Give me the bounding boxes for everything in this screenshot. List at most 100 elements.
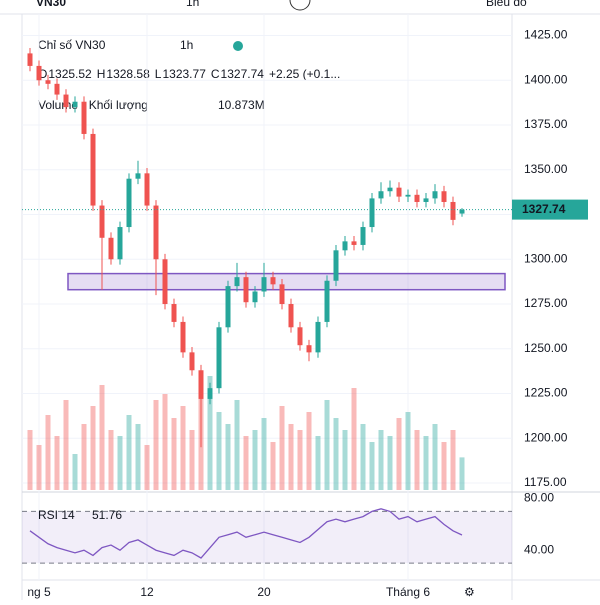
rsi-name: RSI 14	[38, 508, 75, 522]
candle-body	[189, 352, 195, 371]
volume-bar	[153, 400, 159, 490]
volume-bar	[36, 445, 42, 490]
volume-bar	[423, 436, 429, 490]
volume-bar	[90, 406, 96, 490]
x-tick-label: ng 5	[27, 585, 51, 599]
legend-interval: 1h	[180, 38, 193, 52]
candle-body	[369, 198, 375, 228]
candle-body	[378, 191, 384, 199]
rsi-value: 51.76	[92, 508, 122, 522]
volume-bar	[45, 415, 51, 490]
candle-body	[288, 304, 294, 328]
toolbar-chart-menu[interactable]: Biểu đồ	[486, 0, 527, 9]
candle-body	[405, 194, 411, 197]
candle-body	[414, 194, 420, 202]
volume-bar	[81, 424, 87, 490]
volume-bar	[396, 418, 402, 490]
volume-bar	[450, 430, 456, 490]
x-tick-label: 12	[140, 585, 154, 599]
status-dot	[233, 41, 243, 51]
y-tick-label: 1225.00	[524, 386, 568, 400]
candle-body	[81, 101, 87, 134]
volume-bar	[180, 406, 186, 490]
y-tick-label: 1375.00	[524, 117, 568, 131]
candle-body	[306, 345, 312, 353]
volume-bar	[351, 388, 357, 490]
candle-body	[234, 277, 240, 287]
candle-body	[324, 280, 330, 322]
volume-bar	[144, 445, 150, 490]
candle-body	[63, 94, 69, 108]
last-price-label: 1327.74	[522, 202, 566, 216]
volume-bar	[378, 430, 384, 490]
volume-bar	[279, 406, 285, 490]
candle-body	[432, 191, 438, 199]
ohlc-key: L	[155, 67, 162, 81]
volume-bar	[297, 430, 303, 490]
candle-body	[423, 198, 429, 202]
candle-body	[252, 291, 258, 303]
y-tick-label: 1425.00	[524, 28, 568, 42]
volume-bar	[414, 430, 420, 490]
y-tick-label: 1175.00	[524, 475, 567, 489]
settings-icon[interactable]: ⚙	[464, 585, 475, 599]
x-tick-label: Tháng 6	[386, 585, 430, 599]
candle-body	[270, 277, 276, 285]
volume-bar	[360, 424, 366, 490]
volume-bar	[234, 400, 240, 490]
volume-bar	[405, 412, 411, 490]
toolbar	[0, 0, 600, 14]
candle-body	[225, 286, 231, 328]
candle-body	[117, 227, 123, 260]
candle-body	[90, 133, 96, 206]
volume-bar	[216, 412, 222, 490]
rsi-tick-label: 80.00	[524, 491, 554, 505]
volume-bar	[324, 400, 330, 490]
volume-bar	[270, 442, 276, 490]
rsi-tick-label: 40.00	[524, 542, 554, 556]
y-tick-label: 1200.00	[524, 430, 568, 444]
volume-bar	[108, 430, 114, 490]
volume-bar	[135, 424, 141, 490]
candle-body	[54, 83, 60, 95]
toolbar-interval[interactable]: 1h	[186, 0, 199, 9]
volume-bar	[333, 418, 339, 490]
ohlc-value: 1328.58	[106, 67, 150, 81]
volume-value: 10.873M	[218, 98, 265, 112]
candle-body	[207, 388, 213, 399]
toolbar-icon[interactable]	[289, 0, 311, 11]
candle-body	[351, 241, 357, 245]
candle-body	[135, 173, 141, 179]
candle-body	[297, 327, 303, 346]
volume-bar	[432, 424, 438, 490]
candle-body	[153, 205, 159, 260]
volume-bar	[459, 457, 465, 490]
ohlc-value: 1327.74	[221, 67, 265, 81]
toolbar-symbol[interactable]: VN30	[36, 0, 66, 9]
y-tick-label: 1300.00	[524, 251, 568, 265]
volume-bar	[162, 394, 168, 490]
volume-name: Volume - Khối lượng	[38, 98, 148, 112]
candle-body	[279, 284, 285, 305]
volume-bar	[189, 430, 195, 490]
candle-body	[342, 241, 348, 251]
candle-body	[99, 205, 105, 238]
candle-body	[459, 209, 465, 214]
rsi-band	[22, 511, 512, 564]
volume-bar	[54, 436, 60, 490]
volume-bar	[306, 412, 312, 490]
candle-body	[315, 321, 321, 353]
candle-body	[360, 227, 366, 245]
candle-body	[126, 178, 132, 228]
volume-bar	[171, 418, 177, 490]
volume-bar	[72, 454, 78, 490]
candle-body	[36, 65, 42, 81]
candle-body	[198, 370, 204, 399]
volume-bar	[117, 436, 123, 490]
candle-body	[243, 277, 249, 303]
candle-body	[441, 191, 447, 202]
ohlc-key: O	[38, 67, 47, 81]
last-price-box	[512, 199, 588, 220]
volume-bar	[369, 442, 375, 490]
volume-bar	[207, 376, 213, 490]
